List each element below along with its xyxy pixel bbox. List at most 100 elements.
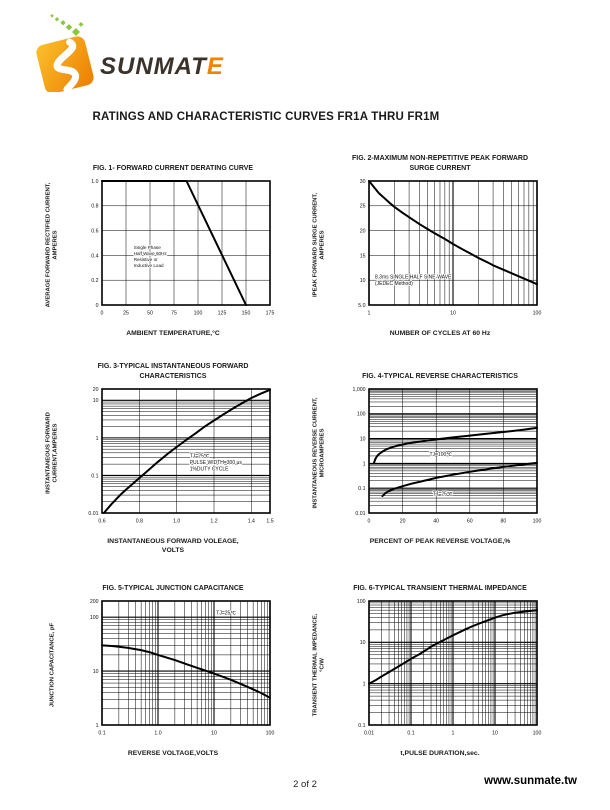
svg-text:0.1: 0.1	[358, 723, 365, 729]
svg-text:0.6: 0.6	[98, 519, 105, 525]
fig1-plot: 0 25 50 75 100 125 150 175 0 0.2 0.4 0.6 0.8 1.0 Singl…	[91, 179, 275, 317]
svg-text:Half Wave 60Hz: Half Wave 60Hz	[134, 251, 168, 256]
fig3-plot: 0.6 0.8 1.0 1.2 1.4 1.5 0.01 0.1 1 10 20 TJ=25℃PULS…	[88, 387, 273, 525]
svg-text:5.0: 5.0	[358, 303, 365, 309]
svg-text:100: 100	[357, 412, 366, 418]
svg-text:0.4: 0.4	[91, 253, 98, 259]
svg-text:20: 20	[93, 387, 99, 393]
svg-text:0.8: 0.8	[136, 519, 143, 525]
figure-1: AVERAGE FORWARD RECTIFIED CURRENT, AMPER…	[38, 150, 278, 338]
svg-text:10: 10	[360, 437, 366, 443]
fig5-y-axis-label: JUNCTION CAPACITANCE, pF	[49, 622, 56, 708]
svg-text:15: 15	[360, 253, 366, 259]
fig4-y-axis-label: INSTANTANEOUS REVERSE CURRENT, MICROAMPE…	[312, 397, 326, 509]
fig5-x-axis-label: REVERSE VOLTAGE,VOLTS	[127, 750, 219, 757]
footer-page-number: 2 of 2	[293, 779, 317, 790]
fig3-y-axis-label: INSTANTANEOUS FORWARD CURRENT,AMPERES	[45, 412, 59, 494]
svg-text:(JEDEC Method): (JEDEC Method)	[375, 281, 413, 287]
fig6-caption: FIG. 6-TYPICAL TRANSIENT THERMAL IMPEDAN…	[353, 584, 527, 592]
svg-text:1%DUTY CYCLE: 1%DUTY CYCLE	[190, 466, 229, 472]
page-title: RATINGS AND CHARACTERISTIC CURVES FR1A T…	[92, 111, 440, 123]
figure-2: IPEAK FORWARD SURGE CURRENT, AMPERES FIG…	[305, 150, 545, 338]
svg-text:1: 1	[363, 461, 366, 467]
svg-text:10: 10	[211, 731, 217, 737]
svg-text:1.0: 1.0	[154, 731, 161, 737]
svg-text:100: 100	[533, 311, 542, 317]
svg-text:0.1: 0.1	[407, 731, 414, 737]
fig3-x-axis-label: INSTANTANEOUS FORWARD VOLEAGE, VOLTS	[107, 538, 239, 555]
svg-text:125: 125	[218, 311, 227, 317]
svg-text:10: 10	[450, 311, 456, 317]
svg-text:60: 60	[467, 519, 473, 525]
fig1-caption: FIG. 1- FORWARD CURRENT DERATING CURVE	[92, 164, 254, 172]
svg-text:175: 175	[266, 311, 275, 317]
svg-text:1: 1	[96, 723, 99, 729]
footer-website-link[interactable]: www.sunmate.tw	[484, 775, 577, 787]
svg-text:40: 40	[433, 519, 439, 525]
svg-text:0.1: 0.1	[358, 486, 365, 492]
svg-text:0: 0	[101, 311, 104, 317]
svg-text:Inductive Load: Inductive Load	[134, 263, 164, 268]
svg-text:1.0: 1.0	[91, 179, 98, 185]
svg-text:TJ=25℃: TJ=25℃	[216, 611, 236, 617]
svg-text:0.01: 0.01	[355, 511, 365, 517]
svg-text:Single Phase: Single Phase	[134, 245, 162, 250]
fig2-caption: FIG. 2-MAXIMUM NON-REPETITIVE PEAK FORWA…	[351, 155, 529, 172]
svg-text:10: 10	[492, 731, 498, 737]
svg-text:1: 1	[368, 311, 371, 317]
fig2-plot: 1 10 100 5.0 10 15 20 25 30 8.3ms SINGLE HALF SIN…	[358, 179, 542, 317]
fig4-caption: FIG. 4-TYPICAL REVERSE CHARACTERISTICS	[362, 372, 518, 380]
figure-3: INSTANTANEOUS FORWARD CURRENT,AMPERES FI…	[38, 358, 278, 555]
fig4-x-axis-label: PERCENT OF PEAK REVERSE VOLTAGE,%	[369, 538, 511, 545]
fig5-plot: 0.1 1.0 10 100 1 10 100 200 TJ=25℃	[90, 599, 275, 737]
svg-text:1: 1	[96, 436, 99, 442]
svg-text:0: 0	[96, 303, 99, 309]
svg-text:0.01: 0.01	[88, 511, 98, 517]
svg-text:80: 80	[501, 519, 507, 525]
svg-text:10: 10	[93, 669, 99, 675]
logo-dots-icon	[50, 14, 84, 36]
figure-5: JUNCTION CAPACITANCE, pF FIG. 5-TYPICAL …	[38, 570, 278, 758]
fig6-plot: 0.01 0.1 1 10 100 0.1 1 10 100	[357, 599, 542, 737]
fig2-y-axis-label: IPEAK FORWARD SURGE CURRENT, AMPERES	[312, 193, 326, 297]
svg-text:TJ=100℃: TJ=100℃	[430, 452, 453, 458]
svg-text:20: 20	[400, 519, 406, 525]
svg-text:1.0: 1.0	[173, 519, 180, 525]
svg-text:100: 100	[90, 615, 99, 621]
svg-text:10: 10	[360, 640, 366, 646]
svg-text:50: 50	[147, 311, 153, 317]
svg-text:25: 25	[123, 311, 129, 317]
svg-text:0.1: 0.1	[98, 731, 105, 737]
fig4-plot: 0 20 40 60 80 100 0.01 0.1 1 10 100 1,000 TJ=100℃ TJ=…	[353, 387, 542, 525]
svg-text:200: 200	[90, 599, 99, 605]
svg-text:100: 100	[533, 731, 542, 737]
svg-text:100: 100	[357, 599, 366, 605]
brand-logo: SUNMATE	[36, 14, 223, 92]
svg-text:0: 0	[368, 519, 371, 525]
figure-6: TRANSIENT THERMAL IMPEDANCE, °C/W FIG. 6…	[305, 570, 545, 758]
svg-text:0.8: 0.8	[91, 204, 98, 210]
svg-text:Resistive or: Resistive or	[134, 257, 158, 262]
fig6-y-axis-label: TRANSIENT THERMAL IMPEDANCE, °C/W	[312, 613, 326, 717]
svg-text:1,000: 1,000	[353, 387, 366, 393]
figure-4: INSTANTANEOUS REVERSE CURRENT, MICROAMPE…	[305, 358, 545, 546]
svg-text:8.3ms SINGLE HALF SINE-WAVE: 8.3ms SINGLE HALF SINE-WAVE	[375, 275, 452, 281]
svg-text:30: 30	[360, 179, 366, 185]
fig1-x-axis-label: AMBIENT TEMPERATURE,°C	[126, 330, 220, 337]
svg-text:10: 10	[360, 278, 366, 284]
svg-text:150: 150	[242, 311, 251, 317]
svg-text:0.6: 0.6	[91, 229, 98, 235]
svg-text:100: 100	[194, 311, 203, 317]
svg-text:1.2: 1.2	[210, 519, 217, 525]
svg-text:TJ=25℃: TJ=25℃	[433, 492, 453, 498]
fig5-caption: FIG. 5-TYPICAL JUNCTION CAPACITANCE	[102, 584, 244, 592]
svg-text:0.1: 0.1	[91, 473, 98, 479]
fig3-caption: FIG. 3-TYPICAL INSTANTANEOUS FORWARD CHA…	[97, 363, 249, 380]
svg-text:25: 25	[360, 204, 366, 210]
svg-text:20: 20	[360, 229, 366, 235]
svg-text:1.4: 1.4	[248, 519, 255, 525]
svg-text:10: 10	[93, 398, 99, 404]
svg-text:0.2: 0.2	[91, 278, 98, 284]
svg-text:75: 75	[171, 311, 177, 317]
